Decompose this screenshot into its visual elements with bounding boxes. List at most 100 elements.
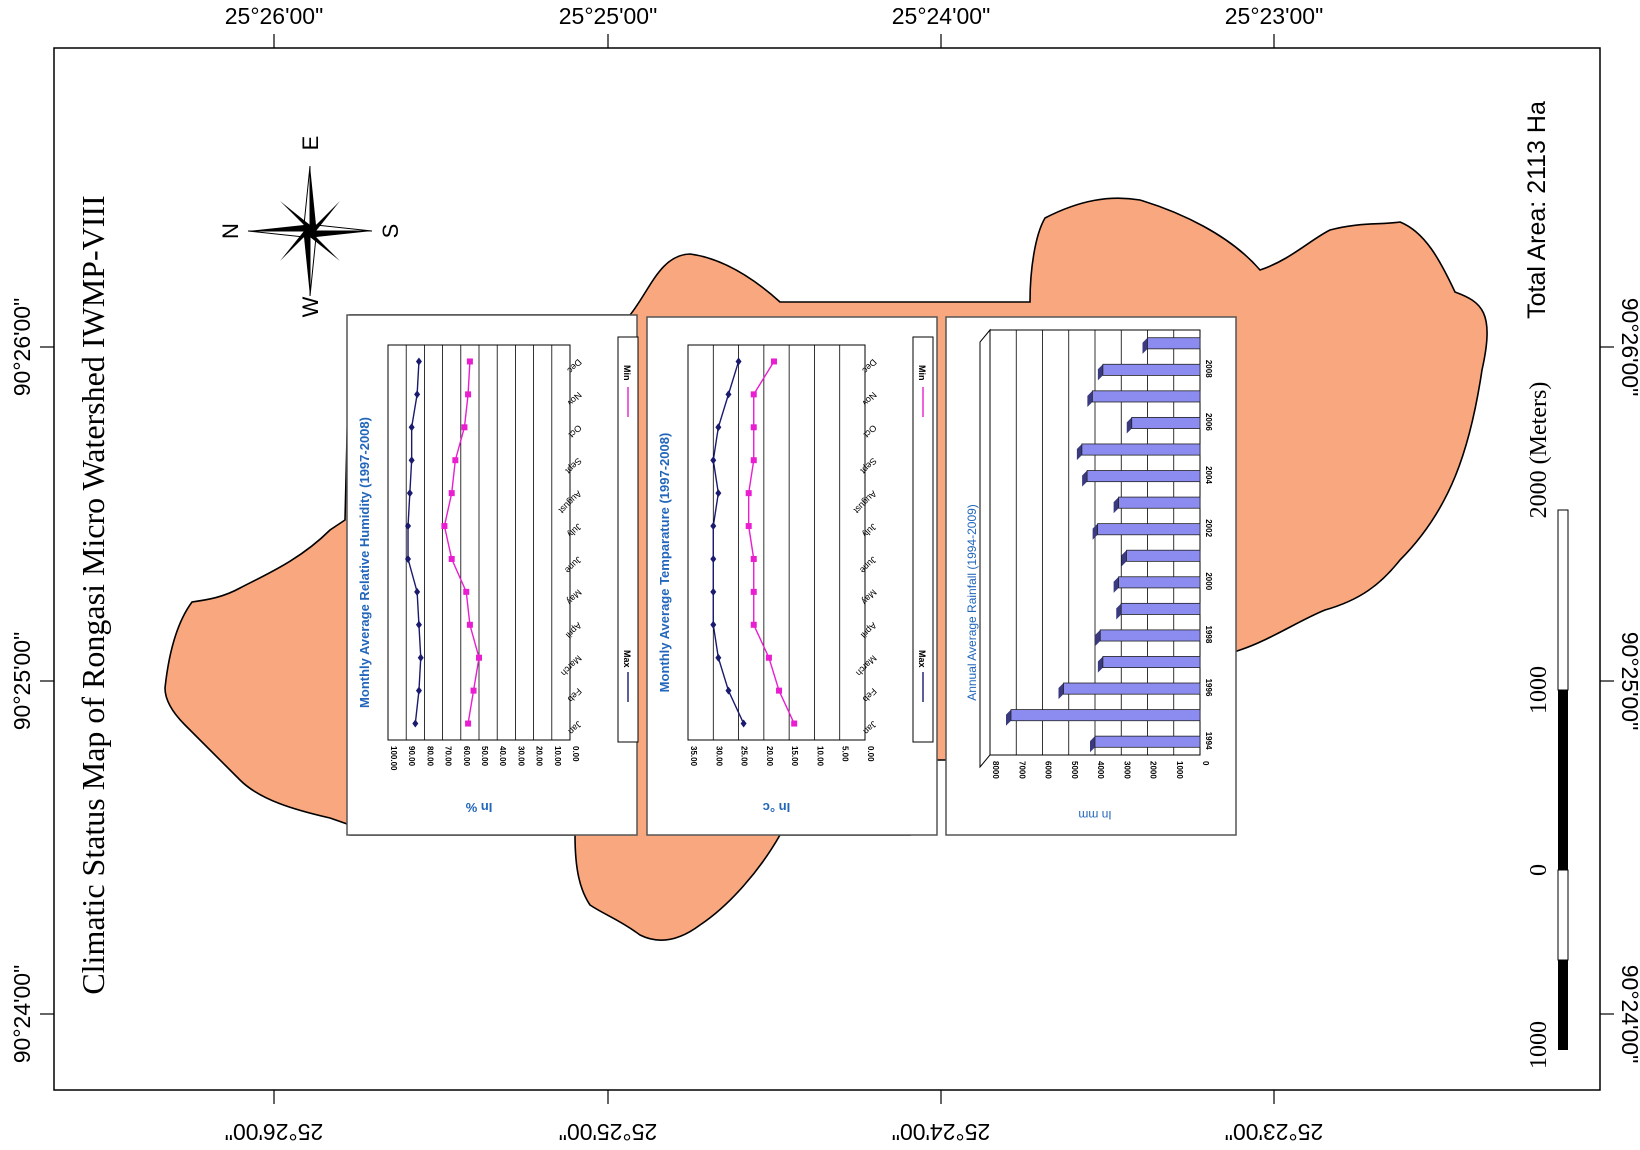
- x-tick-label: 1996: [1204, 679, 1213, 697]
- bar-side: [1006, 709, 1011, 726]
- data-point: [710, 456, 717, 465]
- data-point: [465, 391, 472, 398]
- bar: [1102, 656, 1201, 669]
- data-point: [415, 357, 422, 366]
- bar-side: [1097, 364, 1103, 381]
- bar: [1118, 576, 1201, 589]
- legend-label: Min: [917, 365, 927, 381]
- y-tick-label: 8000: [991, 761, 1000, 779]
- y-tick-label: 0: [1201, 761, 1210, 766]
- chart-title: Annual Average Rainfall (1994-2009): [965, 504, 979, 701]
- y-axis-label: In °c: [763, 800, 791, 815]
- bar-side: [1082, 470, 1088, 487]
- x-tick-label: 1994: [1204, 732, 1213, 750]
- bar-side: [1087, 390, 1093, 407]
- y-tick-label: 7000: [1017, 761, 1026, 779]
- y-tick-label: 5000: [1070, 761, 1079, 779]
- y-tick-label: 10.00: [553, 746, 562, 767]
- humidity-chart: 100.00 90.00 80.00 70.00 60.00 50.00 40.00 30.0…: [346, 314, 639, 836]
- y-tick-label: 20.00: [765, 746, 774, 767]
- scale-label-1000-b: 1000: [1526, 1021, 1552, 1069]
- bar: [1094, 735, 1201, 748]
- bottom-coord-label: 25°25'00": [559, 1119, 658, 1145]
- legend-box: [912, 336, 934, 743]
- legend-label: Max: [622, 650, 632, 668]
- data-point: [750, 588, 757, 595]
- bar-side: [1076, 443, 1082, 461]
- y-tick-label: 80.00: [425, 746, 434, 767]
- bar: [1010, 709, 1201, 722]
- data-point: [770, 358, 777, 365]
- y-tick-label: 30.00: [516, 746, 525, 767]
- bar: [1086, 470, 1201, 483]
- data-point: [745, 490, 752, 497]
- y-tick-label: 35.00: [689, 746, 698, 767]
- y-tick-label: 3000: [1122, 761, 1131, 779]
- data-point: [408, 456, 415, 465]
- bar: [1147, 337, 1201, 350]
- legend-box: [617, 336, 639, 743]
- bar-side: [1090, 736, 1095, 753]
- bar: [1131, 416, 1201, 429]
- bar: [1063, 682, 1201, 695]
- y-tick-label: 0.00: [571, 746, 580, 762]
- right-coord-label: 90°25'00": [1617, 632, 1640, 731]
- data-point: [750, 555, 757, 562]
- data-point: [466, 621, 473, 628]
- series-line: [747, 361, 795, 724]
- temperature-chart: 35.00 30.00 25.00 20.00 15.00 10.00 5.00 0.00Ja…: [646, 316, 938, 836]
- top-coord-label: 25°25'00": [559, 3, 658, 29]
- coordinate-labels: 25°26'00" 25°25'00" 25°24'00" 25°23'00" …: [9, 3, 1640, 1145]
- data-point: [415, 620, 422, 629]
- x-tick-label: 2006: [1204, 413, 1213, 431]
- top-coord-label: 25°26'00": [225, 3, 324, 29]
- data-point: [725, 686, 732, 695]
- right-coord-label: 90°24'00": [1617, 965, 1640, 1064]
- bar: [1118, 496, 1201, 509]
- bar: [1126, 549, 1201, 562]
- bar-side: [1126, 417, 1132, 434]
- data-point: [715, 489, 722, 498]
- y-tick-label: 6000: [1044, 761, 1053, 779]
- data-point: [750, 621, 757, 628]
- total-area-label: Total Area: 2113 Ha: [1523, 101, 1551, 319]
- chart-title: Monthly Average Temparature (1997-2008): [657, 433, 672, 693]
- y-tick-label: 90.00: [407, 746, 416, 767]
- data-point: [408, 423, 415, 432]
- left-coord-label: 90°25'00": [9, 632, 35, 731]
- compass-north-label: N: [218, 223, 243, 239]
- y-tick-label: 60.00: [462, 746, 471, 767]
- y-tick-label: 0.00: [866, 746, 875, 762]
- data-point: [417, 653, 424, 662]
- compass-rose-icon: N E S W: [218, 136, 403, 318]
- data-point: [476, 654, 482, 661]
- data-point: [715, 653, 722, 662]
- scale-label-2000: 2000 (Meters): [1526, 382, 1552, 519]
- data-point: [441, 523, 448, 530]
- bar-side: [1095, 629, 1101, 647]
- bottom-coord-label: 25°26'00": [225, 1119, 324, 1145]
- bar: [1097, 523, 1201, 536]
- data-point: [448, 490, 455, 497]
- x-tick-label: 2008: [1204, 360, 1213, 378]
- left-coord-label: 90°24'00": [9, 965, 35, 1064]
- legend-label: Max: [917, 650, 927, 668]
- x-tick-label: 1998: [1204, 625, 1213, 643]
- y-tick-label: 10.00: [815, 746, 824, 767]
- scale-label-1000-a: 1000: [1526, 666, 1552, 714]
- y-tick-label: 40.00: [498, 746, 507, 767]
- data-point: [745, 523, 752, 530]
- scale-label-0: 0: [1526, 864, 1552, 876]
- rainfall-chart: 8000 7000 6000 5000 4000 3000 2000 1000 0 1994 199…: [945, 316, 1237, 836]
- y-axis-label: In mm: [1078, 808, 1111, 822]
- compass-west-label: W: [298, 296, 323, 317]
- bar-side: [1113, 497, 1119, 514]
- bar-side: [1116, 603, 1122, 620]
- data-point: [710, 522, 717, 531]
- data-point: [415, 686, 422, 695]
- bar-side: [1113, 576, 1119, 593]
- data-point: [735, 357, 742, 366]
- bar-side: [1142, 337, 1148, 354]
- data-point: [710, 620, 717, 629]
